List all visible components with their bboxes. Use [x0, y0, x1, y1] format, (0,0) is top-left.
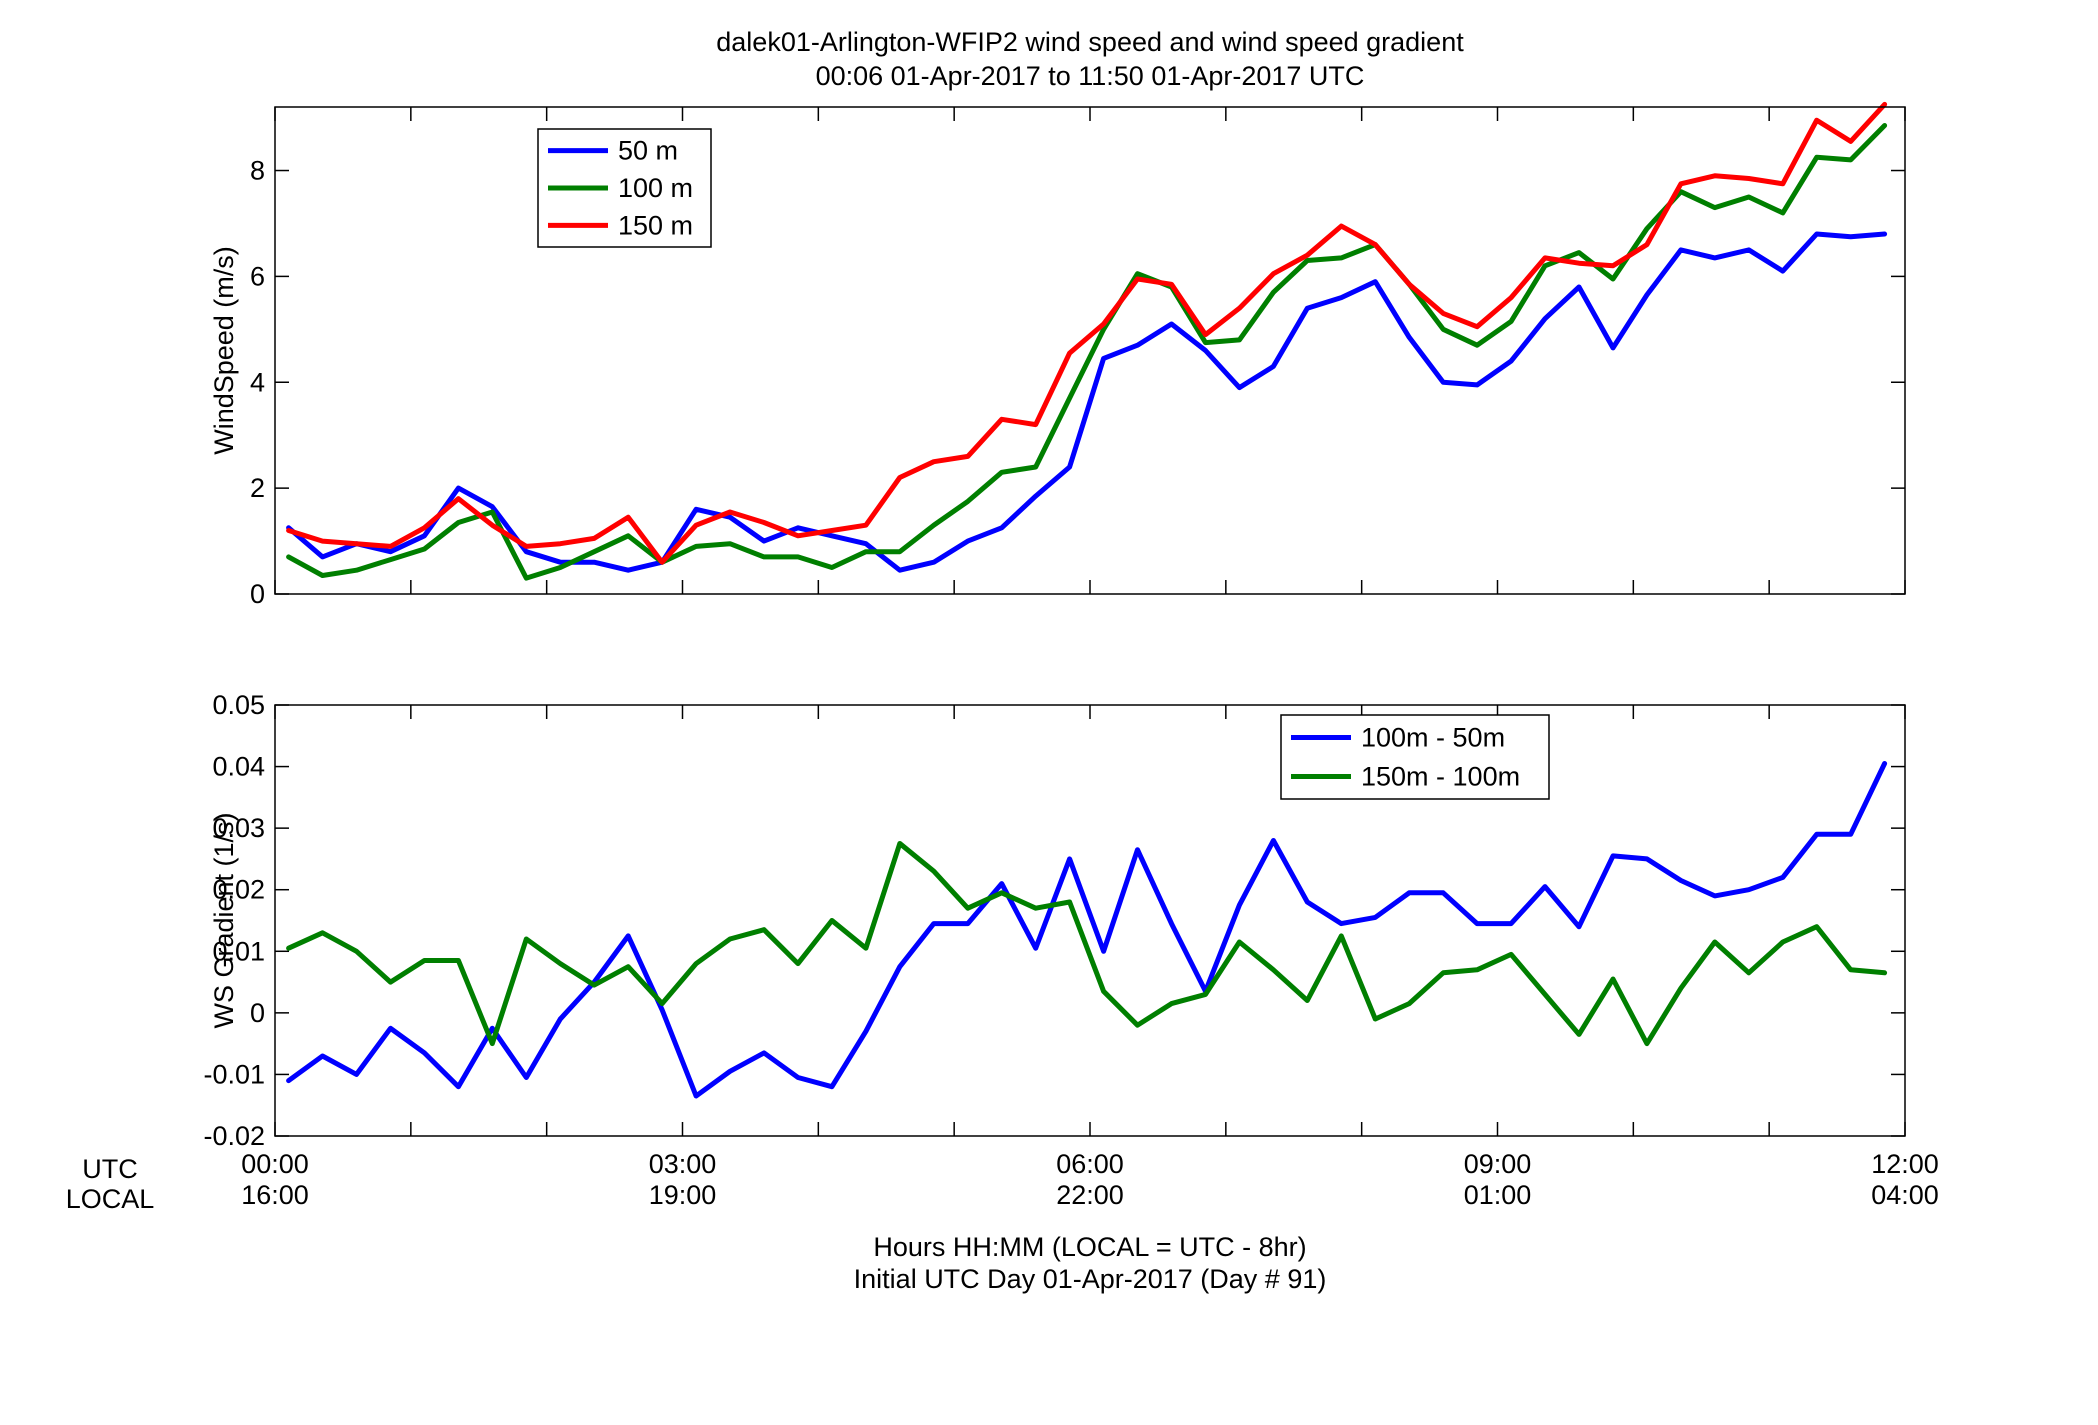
- axes-box: [274, 704, 1906, 1137]
- x-tick-label-utc: 12:00: [1871, 1149, 1939, 1179]
- y-tick-label: 0.01: [212, 936, 265, 966]
- chart-title-line1: dalek01-Arlington-WFIP2 wind speed and w…: [716, 27, 1464, 57]
- series-line-100-m: [286, 123, 1888, 581]
- y-tick-label: -0.02: [203, 1121, 265, 1151]
- y-axis-label: WS Gradient (1/s): [209, 812, 239, 1028]
- chart-title-line2: 00:06 01-Apr-2017 to 11:50 01-Apr-2017 U…: [816, 61, 1365, 91]
- y-tick-label: 0.02: [212, 875, 265, 905]
- y-tick-label: 8: [250, 156, 265, 186]
- y-tick-label: 6: [250, 261, 265, 291]
- y-tick-label: 0: [250, 998, 265, 1028]
- x-tick-label-utc: 00:00: [241, 1149, 309, 1179]
- x-tick-label-utc: 06:00: [1056, 1149, 1124, 1179]
- legend-label: 100 m: [618, 173, 693, 203]
- x-axis-label-line1: Hours HH:MM (LOCAL = UTC - 8hr): [873, 1232, 1306, 1262]
- wind-gradient-panel: -0.02 -0.01 0 0.01 0.02 0.03 0.04 0.05 WS Gradie…: [203, 690, 1906, 1151]
- x-tick-label-utc: 03:00: [649, 1149, 717, 1179]
- legend: 50 m 100 m 150 m: [537, 128, 712, 248]
- y-tick-label: 0: [250, 579, 265, 609]
- legend-label: 150 m: [618, 210, 693, 240]
- x-tick-label-local: 16:00: [241, 1180, 309, 1210]
- x-tick-label-local: 04:00: [1871, 1180, 1939, 1210]
- y-tick-label: 0.05: [212, 690, 265, 720]
- x-tick-label-local: 22:00: [1056, 1180, 1124, 1210]
- y-tick-label: -0.01: [203, 1059, 265, 1089]
- legend-label: 150m - 100m: [1361, 762, 1520, 792]
- y-tick-label: 4: [250, 367, 265, 397]
- series-line-150m-100m: [286, 841, 1888, 1047]
- x-tick-label-local: 19:00: [649, 1180, 717, 1210]
- x-tick-labels-utc: 00:00 03:00 06:00 09:00 12:00: [241, 1149, 1939, 1179]
- series-line-50-m: [286, 231, 1888, 573]
- legend-label: 50 m: [618, 136, 678, 166]
- y-tick-label: 0.03: [212, 813, 265, 843]
- y-axis-label: WindSpeed (m/s): [209, 246, 239, 455]
- x-tick-label-utc: 09:00: [1464, 1149, 1532, 1179]
- wind-speed-panel: 0 2 4 6 8 WindSpeed (m/s) 50 m 100 m 150 m: [209, 101, 1906, 609]
- legend-label: 100m - 50m: [1361, 723, 1505, 753]
- legend: 100m - 50m 150m - 100m: [1280, 714, 1550, 800]
- series-line-100m-50m: [286, 761, 1888, 1099]
- x-axis-label-line2: Initial UTC Day 01-Apr-2017 (Day # 91): [854, 1264, 1327, 1294]
- axes-box: [274, 106, 1906, 595]
- y-tick-label: 2: [250, 473, 265, 503]
- x-tick-labels-local: 16:00 19:00 22:00 01:00 04:00: [241, 1180, 1939, 1210]
- legend-box: [1280, 714, 1550, 800]
- utc-row-label: UTC: [82, 1154, 138, 1184]
- x-tick-label-local: 01:00: [1464, 1180, 1532, 1210]
- series-line-150-m: [286, 101, 1888, 565]
- y-tick-label: 0.04: [212, 752, 265, 782]
- local-row-label: LOCAL: [66, 1184, 155, 1214]
